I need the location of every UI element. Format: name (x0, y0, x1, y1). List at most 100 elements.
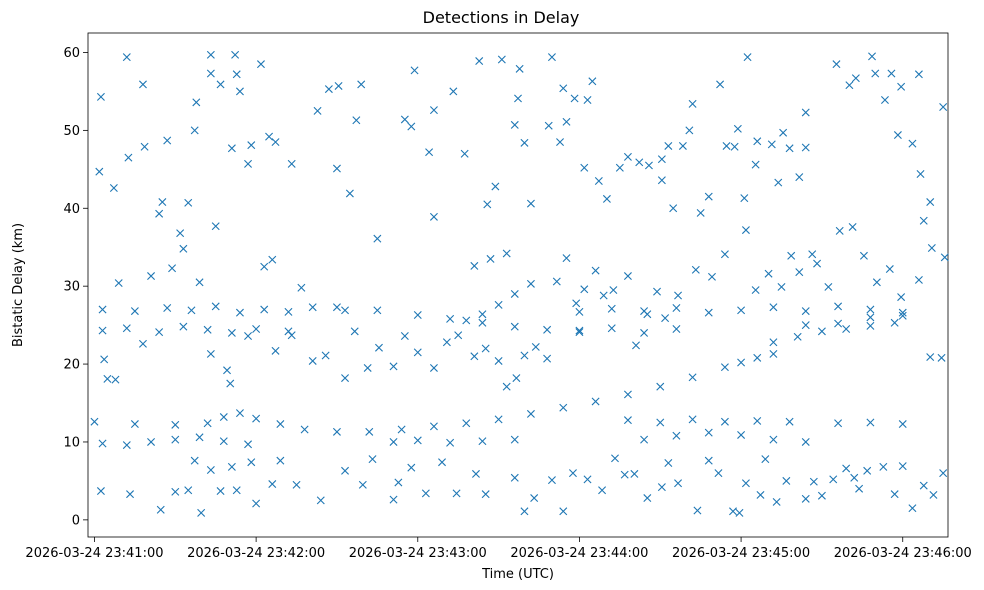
data-point (795, 173, 804, 182)
data-point (211, 222, 220, 231)
data-point (801, 307, 810, 316)
data-point (491, 182, 500, 191)
data-point (607, 324, 616, 333)
data-point (543, 354, 552, 363)
data-point (552, 277, 561, 286)
data-point (352, 116, 361, 125)
y-tick-label: 0 (72, 513, 80, 528)
data-point (609, 286, 618, 295)
data-point (898, 462, 907, 471)
data-point (880, 96, 889, 104)
data-point (195, 433, 204, 442)
data-point (219, 413, 228, 422)
data-point (769, 435, 778, 444)
data-point (866, 321, 875, 330)
data-point (179, 322, 188, 331)
data-point (939, 103, 948, 111)
x-axis-label: Time (UTC) (481, 567, 554, 582)
data-point (871, 69, 880, 78)
data-point (543, 325, 552, 334)
data-point (413, 348, 422, 357)
data-point (109, 184, 118, 193)
data-point (753, 137, 762, 146)
data-point (227, 462, 236, 471)
data-point (252, 499, 261, 508)
data-point (308, 303, 317, 312)
data-point (332, 164, 341, 173)
data-point (866, 305, 875, 314)
data-point (155, 328, 164, 337)
data-point (510, 120, 519, 129)
data-point (179, 244, 188, 253)
data-point (526, 199, 535, 208)
data-point (235, 409, 244, 418)
data-point (216, 80, 225, 89)
plot-area (87, 32, 949, 538)
data-point (155, 209, 164, 218)
data-point (235, 308, 244, 317)
y-axis-label: Bistatic Delay (km) (11, 223, 26, 347)
data-point (130, 420, 139, 429)
data-point (276, 420, 285, 429)
data-point (260, 305, 269, 314)
data-point (777, 282, 786, 291)
data-point (176, 229, 185, 238)
data-point (510, 435, 519, 444)
data-point (163, 136, 172, 145)
data-point (714, 469, 723, 478)
data-point (122, 441, 131, 450)
data-point (438, 458, 447, 467)
data-point (365, 427, 374, 436)
data-point (140, 142, 149, 151)
data-point (100, 355, 109, 364)
data-point (707, 272, 716, 281)
data-point (599, 291, 608, 300)
data-point (122, 324, 131, 333)
data-point (232, 486, 241, 495)
data-point (206, 466, 215, 474)
data-point (868, 52, 877, 61)
data-point (98, 305, 107, 314)
data-point (674, 479, 683, 488)
data-point (389, 437, 398, 446)
data-point (260, 262, 269, 271)
data-point (547, 53, 556, 62)
data-point (572, 299, 581, 308)
data-point (743, 53, 752, 62)
data-point (939, 469, 948, 478)
data-point (510, 473, 519, 482)
data-point (653, 287, 662, 296)
data-point (297, 283, 306, 292)
data-point (785, 417, 794, 426)
data-point (583, 96, 592, 104)
data-point (502, 249, 511, 258)
data-point (559, 507, 568, 516)
data-point (926, 353, 935, 362)
data-point (531, 342, 540, 351)
data-point (623, 390, 632, 399)
data-point (211, 302, 220, 311)
data-point (817, 491, 826, 500)
data-point (753, 416, 762, 425)
data-point (729, 507, 737, 516)
data-point (756, 490, 765, 499)
data-point (834, 302, 843, 311)
data-point (171, 487, 180, 496)
data-point (195, 278, 204, 287)
data-point (138, 80, 147, 89)
data-point (442, 338, 451, 347)
data-point (562, 254, 571, 263)
data-point (580, 285, 589, 294)
data-point (130, 307, 139, 316)
data-point (591, 397, 600, 406)
data-point (389, 362, 398, 371)
data-point (494, 356, 503, 365)
data-point (866, 313, 875, 322)
data-point (661, 314, 670, 323)
data-point (570, 94, 579, 103)
data-point (741, 479, 750, 488)
data-point (122, 53, 131, 62)
data-point (620, 470, 629, 479)
data-point (793, 332, 802, 341)
